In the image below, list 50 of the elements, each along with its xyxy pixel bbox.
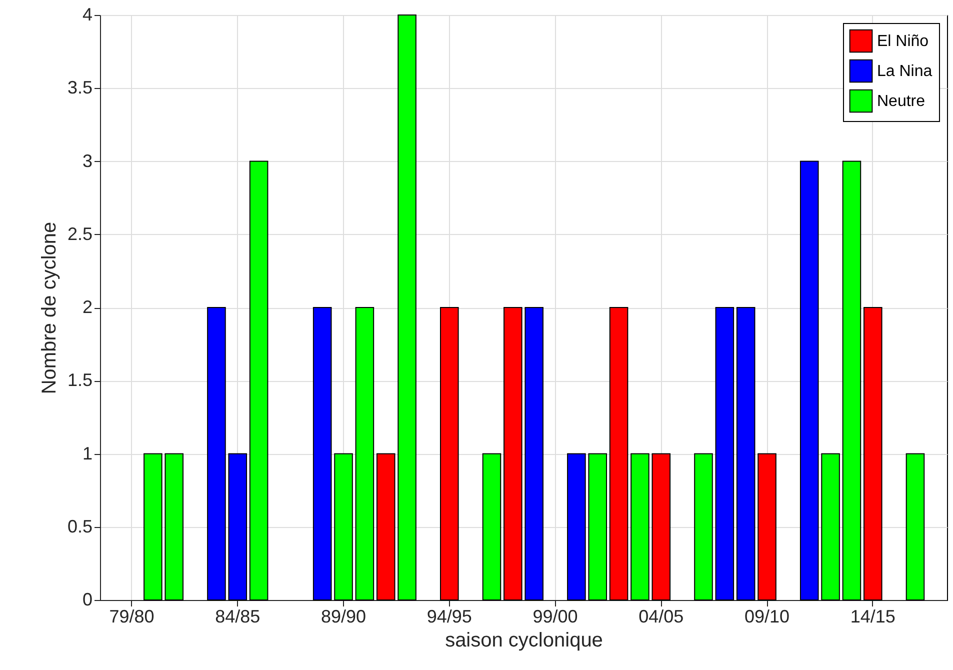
bar — [164, 453, 184, 600]
bar — [334, 453, 353, 600]
x-tick-label: 94/95 — [426, 606, 472, 626]
bar — [144, 453, 162, 600]
x-tick-label: 04/05 — [638, 606, 684, 626]
bar — [863, 307, 882, 600]
legend-label: La Nina — [877, 63, 932, 80]
bar — [588, 453, 608, 600]
y-tick-label: 1 — [82, 443, 92, 464]
y-tick-label: 1.5 — [67, 370, 92, 390]
bar — [312, 307, 332, 600]
y-tick-label: 2.5 — [67, 224, 92, 244]
x-tick-label: 84/85 — [215, 606, 260, 626]
y-tick-label: 3 — [82, 150, 92, 171]
bar — [482, 453, 502, 600]
x-axis-title: saison cyclonique — [445, 630, 603, 652]
bar — [821, 453, 840, 600]
x-tick-label: 79/80 — [109, 606, 154, 626]
bar — [249, 160, 268, 600]
x-tick-label: 09/10 — [744, 606, 790, 626]
bar — [609, 307, 628, 600]
y-tick-label: 0 — [82, 590, 92, 610]
bar — [504, 307, 522, 600]
y-tick-label: 3.5 — [67, 78, 92, 98]
bar — [228, 453, 248, 600]
bar — [207, 307, 226, 600]
legend-label: El Niño — [877, 33, 929, 50]
bar — [440, 307, 459, 600]
bar — [630, 453, 650, 600]
bar — [736, 307, 756, 600]
x-tick-label: 14/15 — [850, 606, 896, 626]
bar — [398, 14, 416, 600]
bar — [800, 160, 819, 600]
bar — [758, 453, 776, 600]
bar — [524, 307, 544, 600]
bar — [842, 160, 862, 600]
y-tick-label: 4 — [82, 4, 92, 24]
y-tick-label: 0.5 — [67, 516, 92, 536]
x-tick-label: 99/00 — [532, 606, 578, 626]
bar — [652, 453, 671, 600]
bar — [715, 307, 734, 600]
legend-label: Neutre — [877, 93, 926, 110]
y-axis-title: Nombre de cyclone — [38, 222, 60, 394]
x-tick-label: 89/90 — [320, 606, 366, 626]
bar — [567, 453, 586, 600]
bar — [355, 307, 374, 600]
bar — [376, 453, 396, 600]
bar — [694, 453, 713, 600]
y-tick-label: 2 — [82, 297, 92, 317]
bar — [906, 453, 925, 600]
